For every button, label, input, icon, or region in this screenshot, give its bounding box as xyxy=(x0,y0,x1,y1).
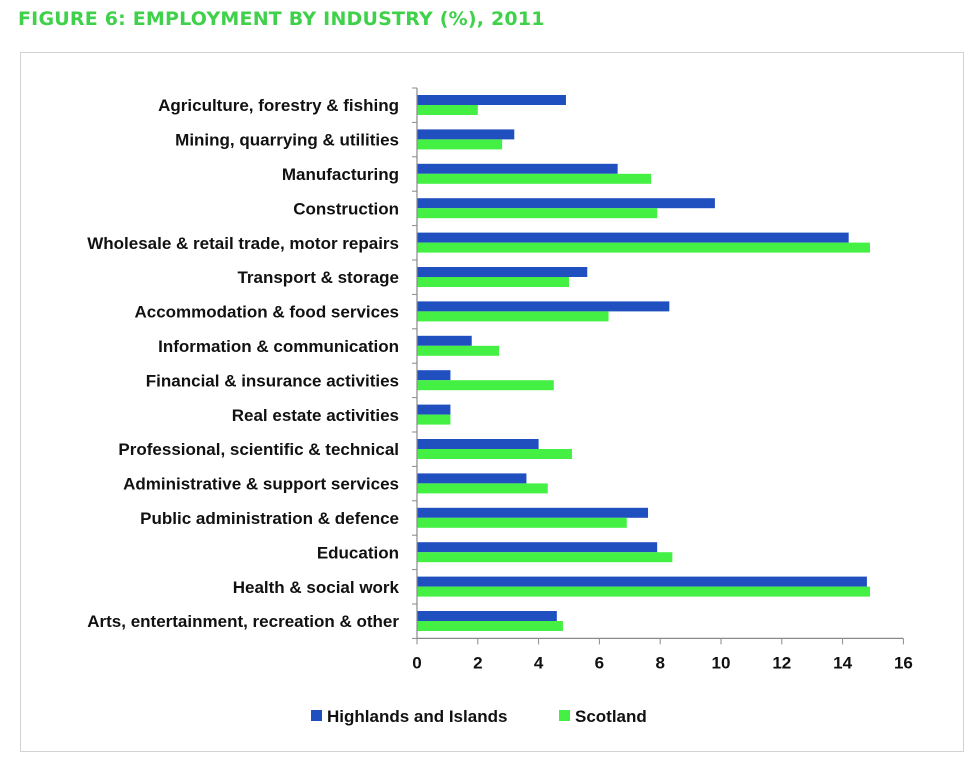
category-label: Transport & storage xyxy=(237,268,399,287)
bar-highlands-14 xyxy=(417,576,867,587)
bar-scotland-6 xyxy=(417,311,609,322)
bar-scotland-14 xyxy=(417,586,870,597)
bar-scotland-7 xyxy=(417,345,500,356)
bar-scotland-12 xyxy=(417,517,627,528)
bar-scotland-10 xyxy=(417,449,573,459)
axes: 0 2 4 6 8 10 12 14 16 xyxy=(412,87,913,672)
bar-highlands-15 xyxy=(417,611,557,621)
bar-highlands-3 xyxy=(417,198,715,209)
bar-highlands-12 xyxy=(417,507,649,518)
category-label: Administrative & support services xyxy=(123,475,399,494)
category-labels: Agriculture, forestry & fishing Mining, q… xyxy=(87,96,399,631)
category-label: Professional, scientific & technical xyxy=(118,440,399,459)
x-tick-label: 8 xyxy=(655,653,664,672)
bar-highlands-11 xyxy=(417,473,527,484)
x-tick-label: 2 xyxy=(473,653,482,672)
legend-label-scotland: Scotland xyxy=(575,707,647,726)
bar-highlands-13 xyxy=(417,542,658,553)
legend-swatch-highlands xyxy=(311,710,322,721)
category-label: Information & communication xyxy=(158,337,399,356)
bar-highlands-9 xyxy=(417,404,451,415)
chart-frame xyxy=(20,52,964,752)
bar-highlands-4 xyxy=(417,232,849,243)
category-label: Wholesale & retail trade, motor repairs xyxy=(87,234,399,253)
bar-highlands-1 xyxy=(417,129,515,140)
category-label: Public administration & defence xyxy=(140,509,399,528)
bar-highlands-8 xyxy=(417,370,451,381)
category-label: Construction xyxy=(293,199,399,218)
category-label: Manufacturing xyxy=(282,165,399,184)
bars-layer xyxy=(417,95,870,631)
bar-scotland-1 xyxy=(417,139,503,150)
x-tick-label: 6 xyxy=(595,653,604,672)
category-label: Real estate activities xyxy=(232,406,399,425)
bar-highlands-5 xyxy=(417,267,588,277)
legend-label-highlands: Highlands and Islands xyxy=(327,707,507,726)
category-label: Financial & insurance activities xyxy=(146,371,399,390)
x-tick-label: 12 xyxy=(772,653,791,672)
bar-scotland-0 xyxy=(417,105,478,115)
x-tick-label: 4 xyxy=(534,653,544,672)
bar-scotland-3 xyxy=(417,208,658,219)
category-label: Mining, quarrying & utilities xyxy=(175,131,399,150)
x-tick-label: 16 xyxy=(894,653,913,672)
bar-highlands-2 xyxy=(417,163,618,174)
category-label: Health & social work xyxy=(233,578,400,597)
category-label: Education xyxy=(317,543,399,562)
bar-scotland-4 xyxy=(417,242,870,253)
bar-scotland-8 xyxy=(417,380,554,391)
bar-highlands-10 xyxy=(417,439,539,449)
legend-swatch-scotland xyxy=(559,710,570,721)
bar-scotland-11 xyxy=(417,483,548,494)
category-label: Accommodation & food services xyxy=(134,303,399,322)
x-tick-label: 14 xyxy=(833,653,852,672)
bar-scotland-13 xyxy=(417,552,673,563)
category-label: Arts, entertainment, recreation & other xyxy=(87,612,399,631)
category-label: Agriculture, forestry & fishing xyxy=(158,96,399,115)
legend: Highlands and Islands Scotland xyxy=(311,707,647,726)
bar-highlands-7 xyxy=(417,335,472,346)
bar-scotland-5 xyxy=(417,277,569,287)
bar-scotland-15 xyxy=(417,621,563,631)
bar-highlands-6 xyxy=(417,301,670,312)
bar-scotland-2 xyxy=(417,173,652,184)
figure-title: FIGURE 6: EMPLOYMENT BY INDUSTRY (%), 20… xyxy=(18,8,545,30)
x-tick-label: 10 xyxy=(712,653,731,672)
bar-highlands-0 xyxy=(417,95,566,105)
bar-scotland-9 xyxy=(417,414,451,425)
x-tick-label: 0 xyxy=(412,653,421,672)
